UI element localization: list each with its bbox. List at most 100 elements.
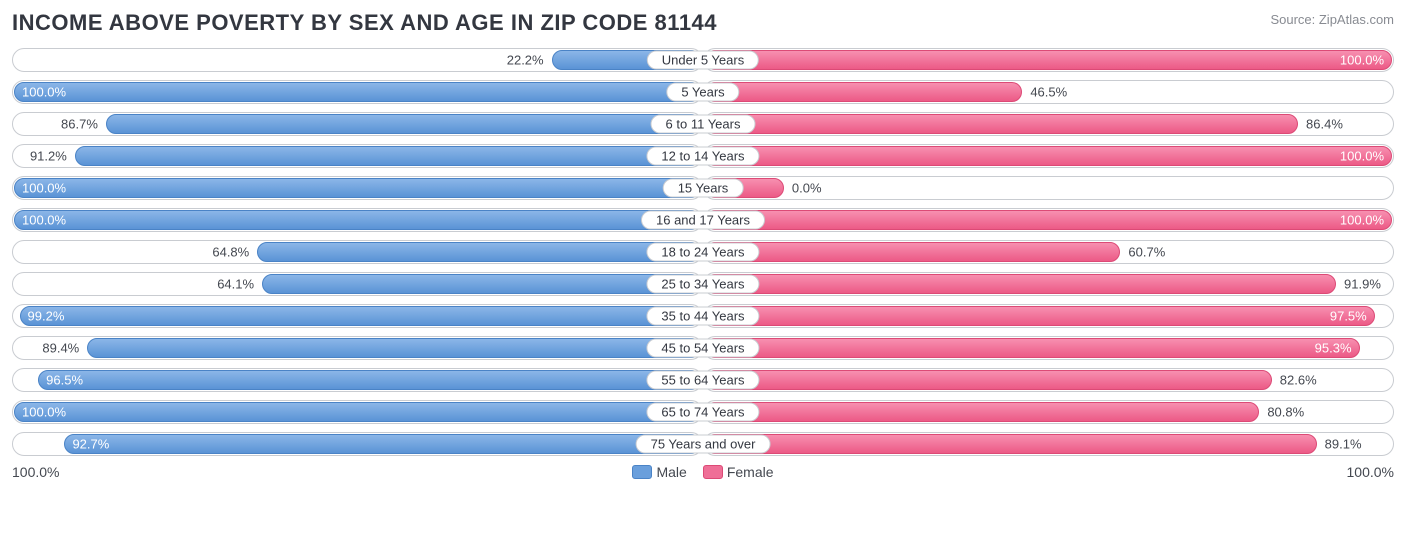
category-label: 55 to 64 Years <box>646 371 759 390</box>
male-half: 96.5% <box>12 368 703 392</box>
axis-right-label: 100.0% <box>1347 464 1394 480</box>
female-half: 91.9% <box>703 272 1394 296</box>
male-half: 100.0% <box>12 208 703 232</box>
male-value-label: 92.7% <box>72 437 109 452</box>
female-half: 100.0% <box>703 48 1394 72</box>
female-bar <box>705 434 1317 454</box>
female-bar <box>705 274 1336 294</box>
female-bar <box>705 338 1360 358</box>
male-value-label: 96.5% <box>46 373 83 388</box>
male-half: 92.7% <box>12 432 703 456</box>
legend-male-label: Male <box>656 464 686 480</box>
male-value-label: 91.2% <box>30 149 67 164</box>
female-half: 86.4% <box>703 112 1394 136</box>
female-half: 100.0% <box>703 208 1394 232</box>
legend-male: Male <box>632 464 686 480</box>
female-swatch-icon <box>703 465 723 479</box>
male-bar <box>87 338 701 358</box>
female-bar <box>705 82 1022 102</box>
female-bar <box>705 242 1120 262</box>
female-value-label: 100.0% <box>1340 53 1384 68</box>
category-label: 12 to 14 Years <box>646 147 759 166</box>
male-value-label: 100.0% <box>22 181 66 196</box>
female-value-label: 82.6% <box>1280 373 1317 388</box>
female-value-label: 100.0% <box>1340 149 1384 164</box>
chart-row: 64.8%60.7%18 to 24 Years <box>12 240 1394 264</box>
chart-row: 100.0% 100.0% 16 and 17 Years <box>12 208 1394 232</box>
male-bar <box>64 434 701 454</box>
male-half: 86.7% <box>12 112 703 136</box>
male-half: 99.2% <box>12 304 703 328</box>
male-value-label: 99.2% <box>28 309 65 324</box>
male-bar <box>262 274 701 294</box>
chart-row: 100.0% 0.0%15 Years <box>12 176 1394 200</box>
chart-row: 100.0% 80.8% 65 to 74 Years <box>12 400 1394 424</box>
chart-footer: 100.0% Male Female 100.0% <box>12 464 1394 480</box>
chart-row: 89.4%95.3%45 to 54 Years <box>12 336 1394 360</box>
chart-row: 22.2% 100.0% Under 5 Years <box>12 48 1394 72</box>
female-half: 80.8% <box>703 400 1394 424</box>
female-value-label: 46.5% <box>1030 85 1067 100</box>
female-half: 0.0% <box>703 176 1394 200</box>
male-value-label: 64.1% <box>217 277 254 292</box>
female-bar <box>705 114 1298 134</box>
chart-row: 64.1% 91.9% 25 to 34 Years <box>12 272 1394 296</box>
male-bar <box>14 402 701 422</box>
chart-row: 96.5% 82.6% 55 to 64 Years <box>12 368 1394 392</box>
female-value-label: 95.3% <box>1315 341 1352 356</box>
female-half: 46.5% <box>703 80 1394 104</box>
male-half: 100.0% <box>12 400 703 424</box>
male-bar <box>38 370 701 390</box>
category-label: 75 Years and over <box>636 435 771 454</box>
header: INCOME ABOVE POVERTY BY SEX AND AGE IN Z… <box>12 10 1394 36</box>
male-bar <box>106 114 701 134</box>
chart-row: 100.0% 46.5% 5 Years <box>12 80 1394 104</box>
female-value-label: 80.8% <box>1267 405 1304 420</box>
category-label: Under 5 Years <box>647 51 759 70</box>
category-label: 35 to 44 Years <box>646 307 759 326</box>
chart-row: 99.2% 97.5%35 to 44 Years <box>12 304 1394 328</box>
male-value-label: 100.0% <box>22 213 66 228</box>
category-label: 25 to 34 Years <box>646 275 759 294</box>
female-half: 95.3% <box>703 336 1394 360</box>
female-value-label: 86.4% <box>1306 117 1343 132</box>
female-bar <box>705 210 1392 230</box>
female-value-label: 91.9% <box>1344 277 1381 292</box>
female-bar <box>705 306 1375 326</box>
male-value-label: 100.0% <box>22 85 66 100</box>
category-label: 15 Years <box>663 179 744 198</box>
male-value-label: 86.7% <box>61 117 98 132</box>
male-half: 64.1% <box>12 272 703 296</box>
male-value-label: 100.0% <box>22 405 66 420</box>
female-bar <box>705 146 1392 166</box>
male-half: 91.2% <box>12 144 703 168</box>
female-bar <box>705 50 1392 70</box>
male-bar <box>14 210 701 230</box>
legend-female: Female <box>703 464 774 480</box>
chart-row: 92.7%89.1%75 Years and over <box>12 432 1394 456</box>
chart-title: INCOME ABOVE POVERTY BY SEX AND AGE IN Z… <box>12 10 717 36</box>
female-value-label: 100.0% <box>1340 213 1384 228</box>
female-value-label: 60.7% <box>1128 245 1165 260</box>
male-swatch-icon <box>632 465 652 479</box>
male-half: 64.8% <box>12 240 703 264</box>
category-label: 6 to 11 Years <box>651 115 756 134</box>
category-label: 5 Years <box>666 83 739 102</box>
category-label: 65 to 74 Years <box>646 403 759 422</box>
male-bar <box>257 242 701 262</box>
male-value-label: 64.8% <box>212 245 249 260</box>
female-half: 97.5% <box>703 304 1394 328</box>
legend: Male Female <box>59 464 1346 480</box>
category-label: 45 to 54 Years <box>646 339 759 358</box>
male-bar <box>14 178 701 198</box>
source-label: Source: ZipAtlas.com <box>1270 10 1394 27</box>
male-half: 100.0% <box>12 176 703 200</box>
female-bar <box>705 370 1272 390</box>
female-half: 60.7% <box>703 240 1394 264</box>
male-value-label: 22.2% <box>507 53 544 68</box>
legend-female-label: Female <box>727 464 774 480</box>
chart-container: INCOME ABOVE POVERTY BY SEX AND AGE IN Z… <box>0 0 1406 486</box>
chart-area: 22.2% 100.0% Under 5 Years 100.0% 46.5% 5 Yea… <box>12 48 1394 456</box>
female-half: 100.0% <box>703 144 1394 168</box>
category-label: 16 and 17 Years <box>641 211 765 230</box>
